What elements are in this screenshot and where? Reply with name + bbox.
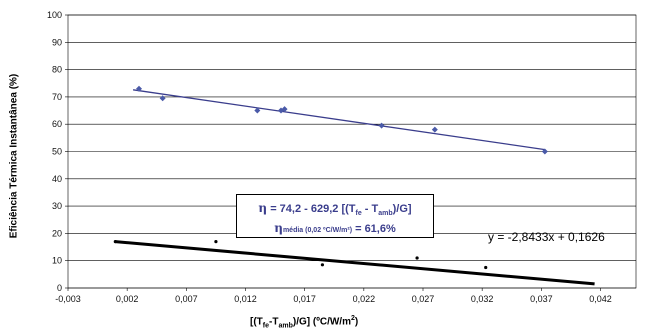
y-tick-label: 80: [52, 65, 62, 75]
y-tick-label: 0: [57, 283, 62, 293]
eta-symbol: η: [258, 201, 268, 215]
y-tick-label: 20: [52, 228, 62, 238]
x-tick-label: -0,003: [55, 294, 81, 304]
xlabel-mid: -T: [269, 316, 279, 328]
x-axis-title: [(Tfe-Tamb)/G] (ºC/W/m2): [250, 315, 358, 329]
xlabel-open: [(T: [250, 316, 263, 328]
xlabel-sub-fe: fe: [262, 322, 270, 330]
y-tick-label: 60: [52, 119, 62, 129]
trendline-2: [115, 240, 595, 286]
efficiency-equation-box: η = 74,2 - 629,2 [(Tfe - Tamb)/G] ηmédia…: [236, 194, 434, 238]
y-tick-label: 70: [52, 92, 62, 102]
xlabel-end: ): [354, 316, 359, 328]
trendline-equation: y = -2,8433x + 0,1626: [488, 230, 605, 244]
equation-sub-amb: amb: [378, 210, 393, 218]
equation-part-b: - T: [361, 203, 379, 215]
data-point-s1-4: [281, 106, 288, 113]
mean-efficiency: ηmédia (0,02 ºC/W/m²) = 61,6%: [237, 221, 433, 235]
data-point-s2-3: [415, 256, 419, 260]
equation-sub-fe: fe: [355, 210, 362, 218]
data-point-s1-6: [431, 126, 438, 133]
data-point-s2-1: [214, 239, 218, 244]
xlabel-exp: 2: [350, 315, 355, 322]
x-axis-ticks: -0,003 0,002 0,007 0,012 0,017 0,022 0,027 0,03…: [55, 288, 612, 304]
data-point-s1-5: [378, 122, 385, 129]
data-point-s1-1: [159, 95, 166, 102]
x-tick-label: 0,032: [471, 294, 494, 304]
y-tick-label: 50: [52, 147, 62, 157]
x-tick-label: 0,042: [589, 294, 612, 304]
x-tick-label: 0,002: [116, 294, 139, 304]
y-tick-label: 30: [52, 201, 62, 211]
data-point-s2-2: [320, 263, 325, 267]
x-tick-label: 0,022: [353, 294, 376, 304]
y-tick-label: 10: [52, 256, 62, 266]
data-point-s1-0: [136, 85, 142, 92]
efficiency-equation: η = 74,2 - 629,2 [(Tfe - Tamb)/G]: [237, 201, 433, 217]
x-tick-label: 0,007: [175, 294, 198, 304]
x-tick-label: 0,027: [412, 294, 435, 304]
y-tick-label: 40: [52, 174, 62, 184]
eta-symbol-2: η: [274, 221, 283, 235]
equation-part-c: )/G]: [392, 203, 412, 215]
y-tick-label: 100: [47, 10, 62, 20]
data-point-s2-0: [113, 239, 117, 244]
data-point-s2-4: [484, 265, 488, 270]
y-axis-title: Eficiência Térmica Instantânea (%): [8, 73, 20, 239]
mean-efficiency-sub: média (0,02 ºC/W/m²): [282, 227, 353, 234]
y-axis-ticks: 0 10 20 30 40 50 60 70 80 90 100: [47, 10, 68, 293]
trendline-1: [132, 89, 545, 151]
x-tick-label: 0,017: [293, 294, 316, 304]
y-tick-label: 90: [52, 37, 62, 47]
data-series: [113, 85, 595, 286]
equation-part-a: = 74,2 - 629,2 [(T: [267, 203, 356, 215]
xlabel-close: )/G] (ºC/W/m: [292, 316, 351, 328]
data-point-s1-7: [541, 148, 548, 155]
x-tick-label: 0,012: [234, 294, 257, 304]
mean-efficiency-value: = 61,6%: [352, 223, 396, 235]
xlabel-sub-amb: amb: [278, 322, 293, 330]
x-tick-label: 0,037: [530, 294, 553, 304]
data-point-s1-2: [254, 107, 261, 114]
